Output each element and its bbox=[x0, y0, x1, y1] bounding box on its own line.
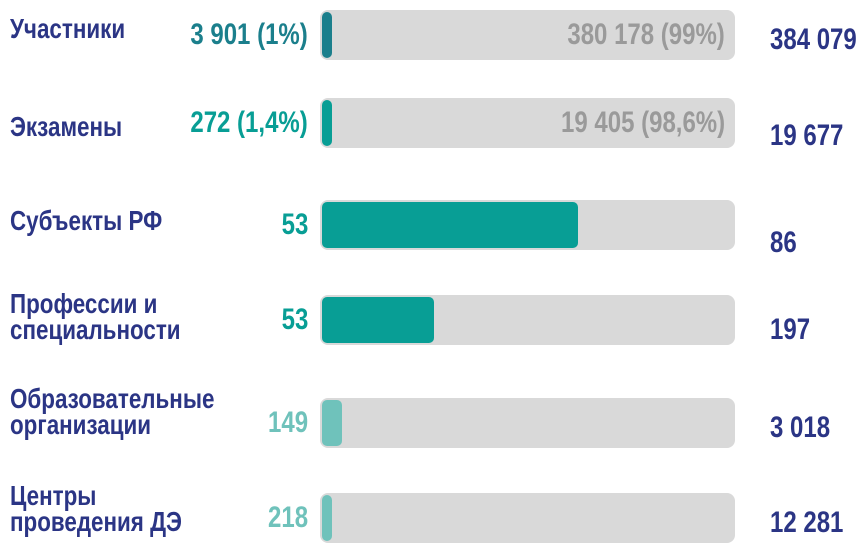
category-label: Участники bbox=[10, 13, 126, 44]
value-label: 53 bbox=[281, 208, 308, 241]
total-label: 3 018 bbox=[770, 411, 831, 444]
bar bbox=[322, 12, 332, 58]
bar bbox=[322, 495, 332, 541]
bar bbox=[322, 202, 578, 248]
category-label: Образовательные организации bbox=[10, 383, 215, 440]
value-label: 53 bbox=[281, 303, 308, 336]
category-label: Центры проведения ДЭ bbox=[10, 480, 182, 537]
track bbox=[320, 398, 735, 448]
track bbox=[320, 98, 735, 148]
track bbox=[320, 493, 735, 543]
total-label: 12 281 bbox=[770, 506, 844, 539]
total-label: 19 677 bbox=[770, 119, 844, 152]
value-label: 3 901 (1%) bbox=[190, 18, 308, 51]
value-label: 149 bbox=[267, 406, 308, 439]
value-label: 218 bbox=[267, 501, 308, 534]
total-label: 86 bbox=[770, 226, 797, 259]
bar bbox=[322, 297, 434, 343]
category-label: Экзамены bbox=[10, 111, 123, 142]
track bbox=[320, 10, 735, 60]
category-label: Профессии и специальности bbox=[10, 288, 181, 345]
value-label: 272 (1,4%) bbox=[190, 106, 308, 139]
remainder-label: 19 405 (98,6%) bbox=[560, 106, 725, 139]
total-label: 197 bbox=[770, 313, 811, 346]
bar bbox=[322, 400, 343, 446]
remainder-label: 380 178 (99%) bbox=[567, 18, 725, 51]
total-label: 384 079 bbox=[770, 23, 857, 56]
bar bbox=[322, 100, 332, 146]
category-label: Субъекты РФ bbox=[10, 205, 163, 236]
